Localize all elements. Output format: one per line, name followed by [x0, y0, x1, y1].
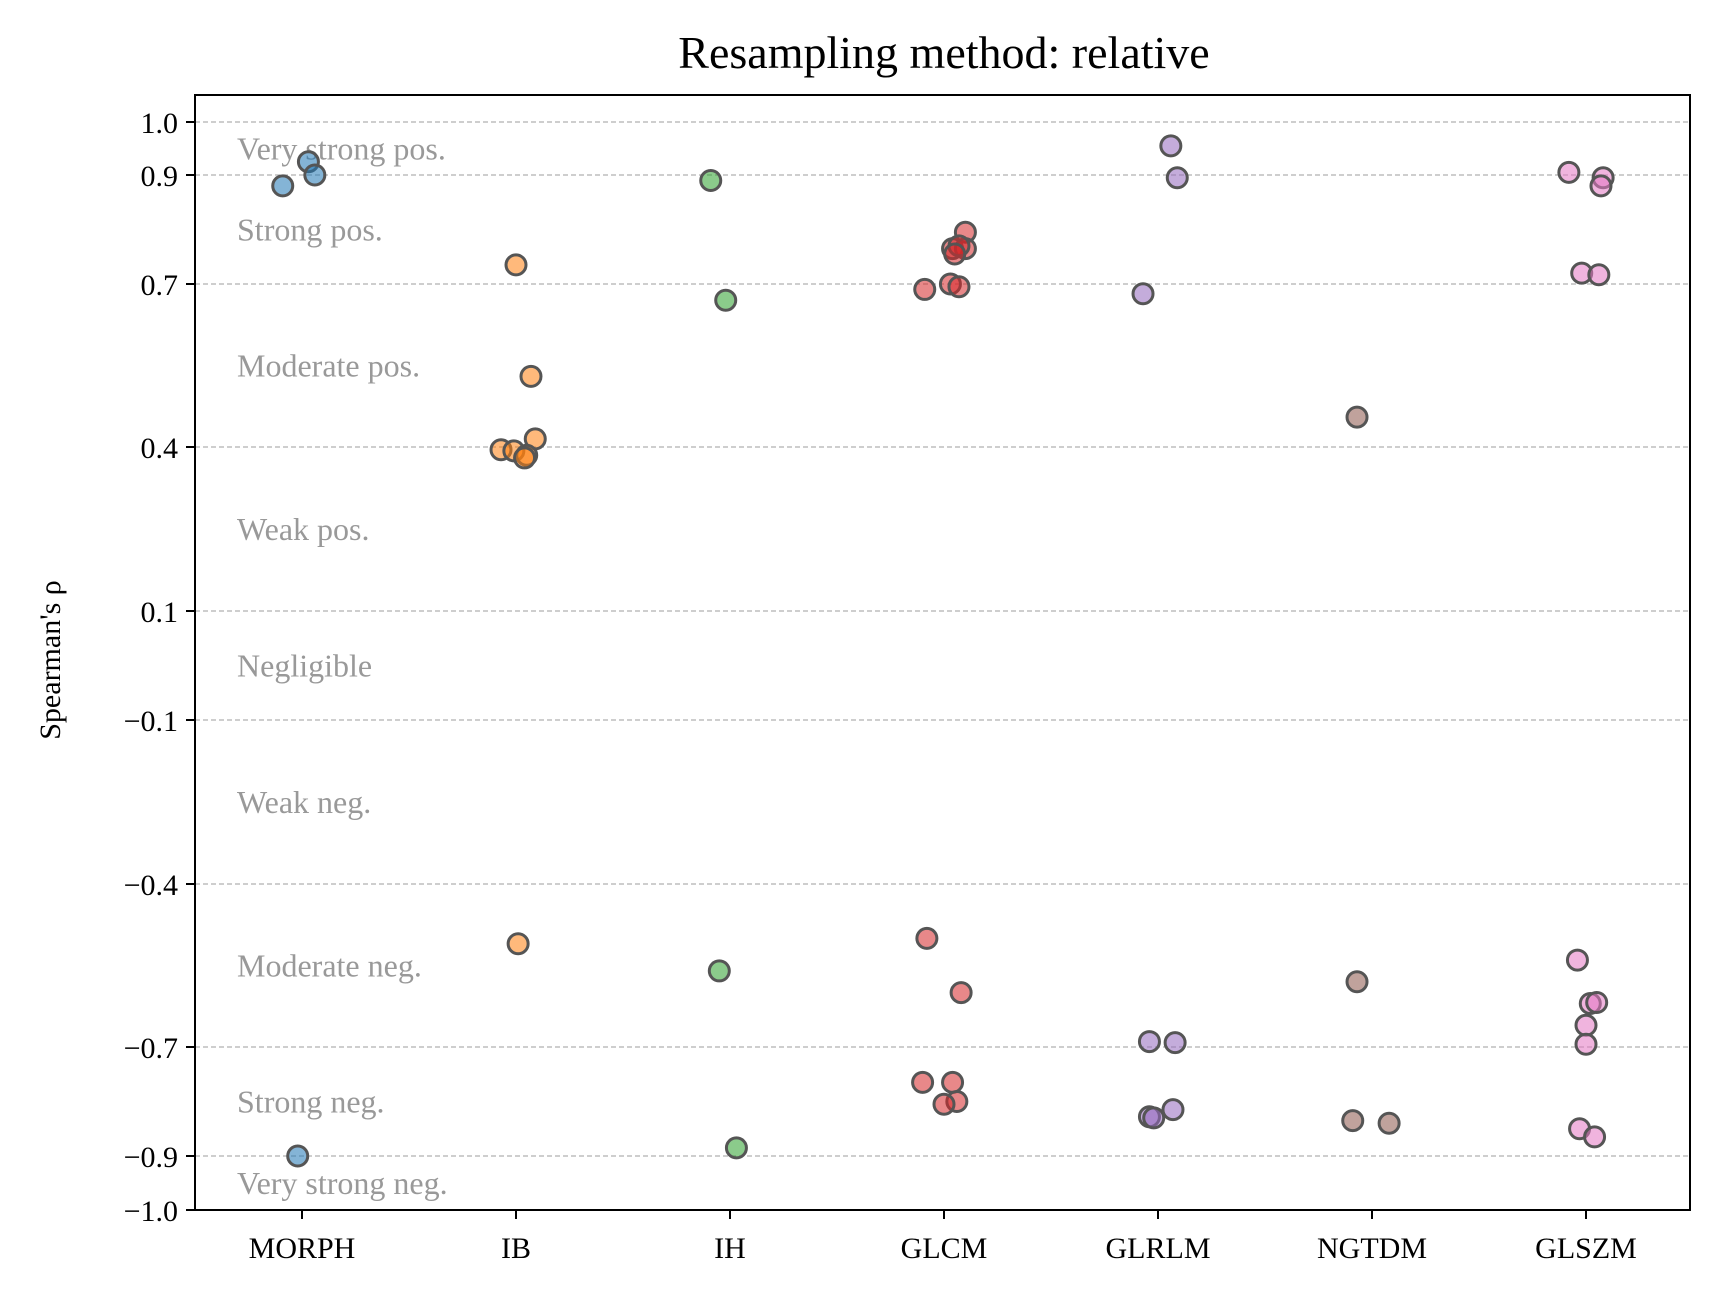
band-label: Moderate neg. [237, 948, 422, 984]
data-point-glcm [949, 981, 973, 1005]
band-label: Very strong pos. [237, 131, 446, 167]
data-point-ngtdm [1345, 405, 1369, 429]
data-point-ib [504, 253, 528, 277]
y-tick-label: 0.4 [141, 432, 179, 465]
data-point-glcm [911, 1070, 935, 1094]
data-point-glszm [1589, 174, 1613, 198]
data-point-glrlm [1163, 1031, 1187, 1055]
data-point-ih [699, 168, 723, 192]
data-point-ih [707, 959, 731, 983]
band-label: Very strong neg. [237, 1165, 448, 1201]
chart-title: Resampling method: relative [678, 27, 1209, 78]
y-tick-label: 1.0 [141, 107, 179, 140]
data-point-glszm [1583, 1125, 1607, 1149]
data-point-glrlm [1131, 282, 1155, 306]
data-point-glrlm [1165, 166, 1189, 190]
band-label: Weak neg. [237, 784, 371, 820]
x-tick-label: GLCM [901, 1232, 988, 1265]
band-labels: Very strong pos. Strong pos. Moderate pos.… [237, 131, 448, 1202]
data-point-ngtdm [1377, 1111, 1401, 1135]
data-points [271, 134, 1615, 1168]
data-point-glcm [913, 277, 937, 301]
band-label: Strong pos. [237, 212, 383, 248]
data-point-ib [506, 932, 530, 956]
gridlines [195, 121, 1690, 1157]
band-label: Negligible [237, 648, 372, 684]
y-tick-label: −0.4 [124, 869, 178, 902]
data-point-glszm [1565, 948, 1589, 972]
x-tick-label: GLSZM [1535, 1232, 1637, 1265]
data-point-morph [303, 163, 327, 187]
band-label: Weak pos. [237, 511, 370, 547]
data-point-glszm [1574, 1032, 1598, 1056]
data-point-glcm [932, 1092, 956, 1116]
data-point-glcm [943, 242, 967, 266]
x-tick-label: NGTDM [1317, 1232, 1427, 1265]
y-axis-ticks: 1.0 0.9 0.7 0.4 0.1 −0.1 −0.4 −0.7 −0.9 −1.0 [124, 107, 195, 1228]
x-tick-label: GLRLM [1106, 1232, 1211, 1265]
data-point-ib [519, 364, 543, 388]
band-label: Moderate pos. [237, 348, 420, 384]
x-tick-label: MORPH [249, 1232, 356, 1265]
data-point-glrlm [1137, 1030, 1161, 1054]
y-axis-label: Spearman's ρ [34, 580, 67, 740]
data-point-glcm [947, 275, 971, 299]
x-tick-label: IH [714, 1232, 746, 1265]
data-point-glszm [1574, 1013, 1598, 1037]
data-point-morph [286, 1144, 310, 1168]
y-tick-label: 0.9 [141, 160, 179, 193]
data-point-ih [724, 1136, 748, 1160]
y-tick-label: −1.0 [124, 1195, 178, 1228]
data-point-glszm [1585, 990, 1609, 1014]
y-tick-label: −0.7 [124, 1032, 178, 1065]
y-tick-label: −0.9 [124, 1141, 178, 1174]
data-point-ib [513, 446, 537, 470]
data-point-glrlm [1159, 134, 1183, 158]
data-point-glrlm [1142, 1106, 1166, 1130]
data-point-ih [714, 288, 738, 312]
y-tick-label: 0.7 [141, 269, 179, 302]
data-point-glcm [941, 1070, 965, 1094]
y-tick-label: 0.1 [141, 596, 179, 629]
data-point-glszm [1557, 160, 1581, 184]
plot-frame [194, 94, 1691, 1211]
data-point-glrlm [1161, 1098, 1185, 1122]
data-point-glcm [915, 926, 939, 950]
band-label: Strong neg. [237, 1084, 385, 1120]
data-point-glszm [1587, 263, 1611, 287]
y-tick-label: −0.1 [124, 705, 178, 738]
data-point-morph [271, 174, 295, 198]
data-point-ngtdm [1345, 970, 1369, 994]
data-point-ngtdm [1341, 1109, 1365, 1133]
x-tick-label: IB [501, 1232, 531, 1265]
x-axis-ticks: MORPH IB IH GLCM GLRLM NGTDM GLSZM [249, 1210, 1637, 1265]
